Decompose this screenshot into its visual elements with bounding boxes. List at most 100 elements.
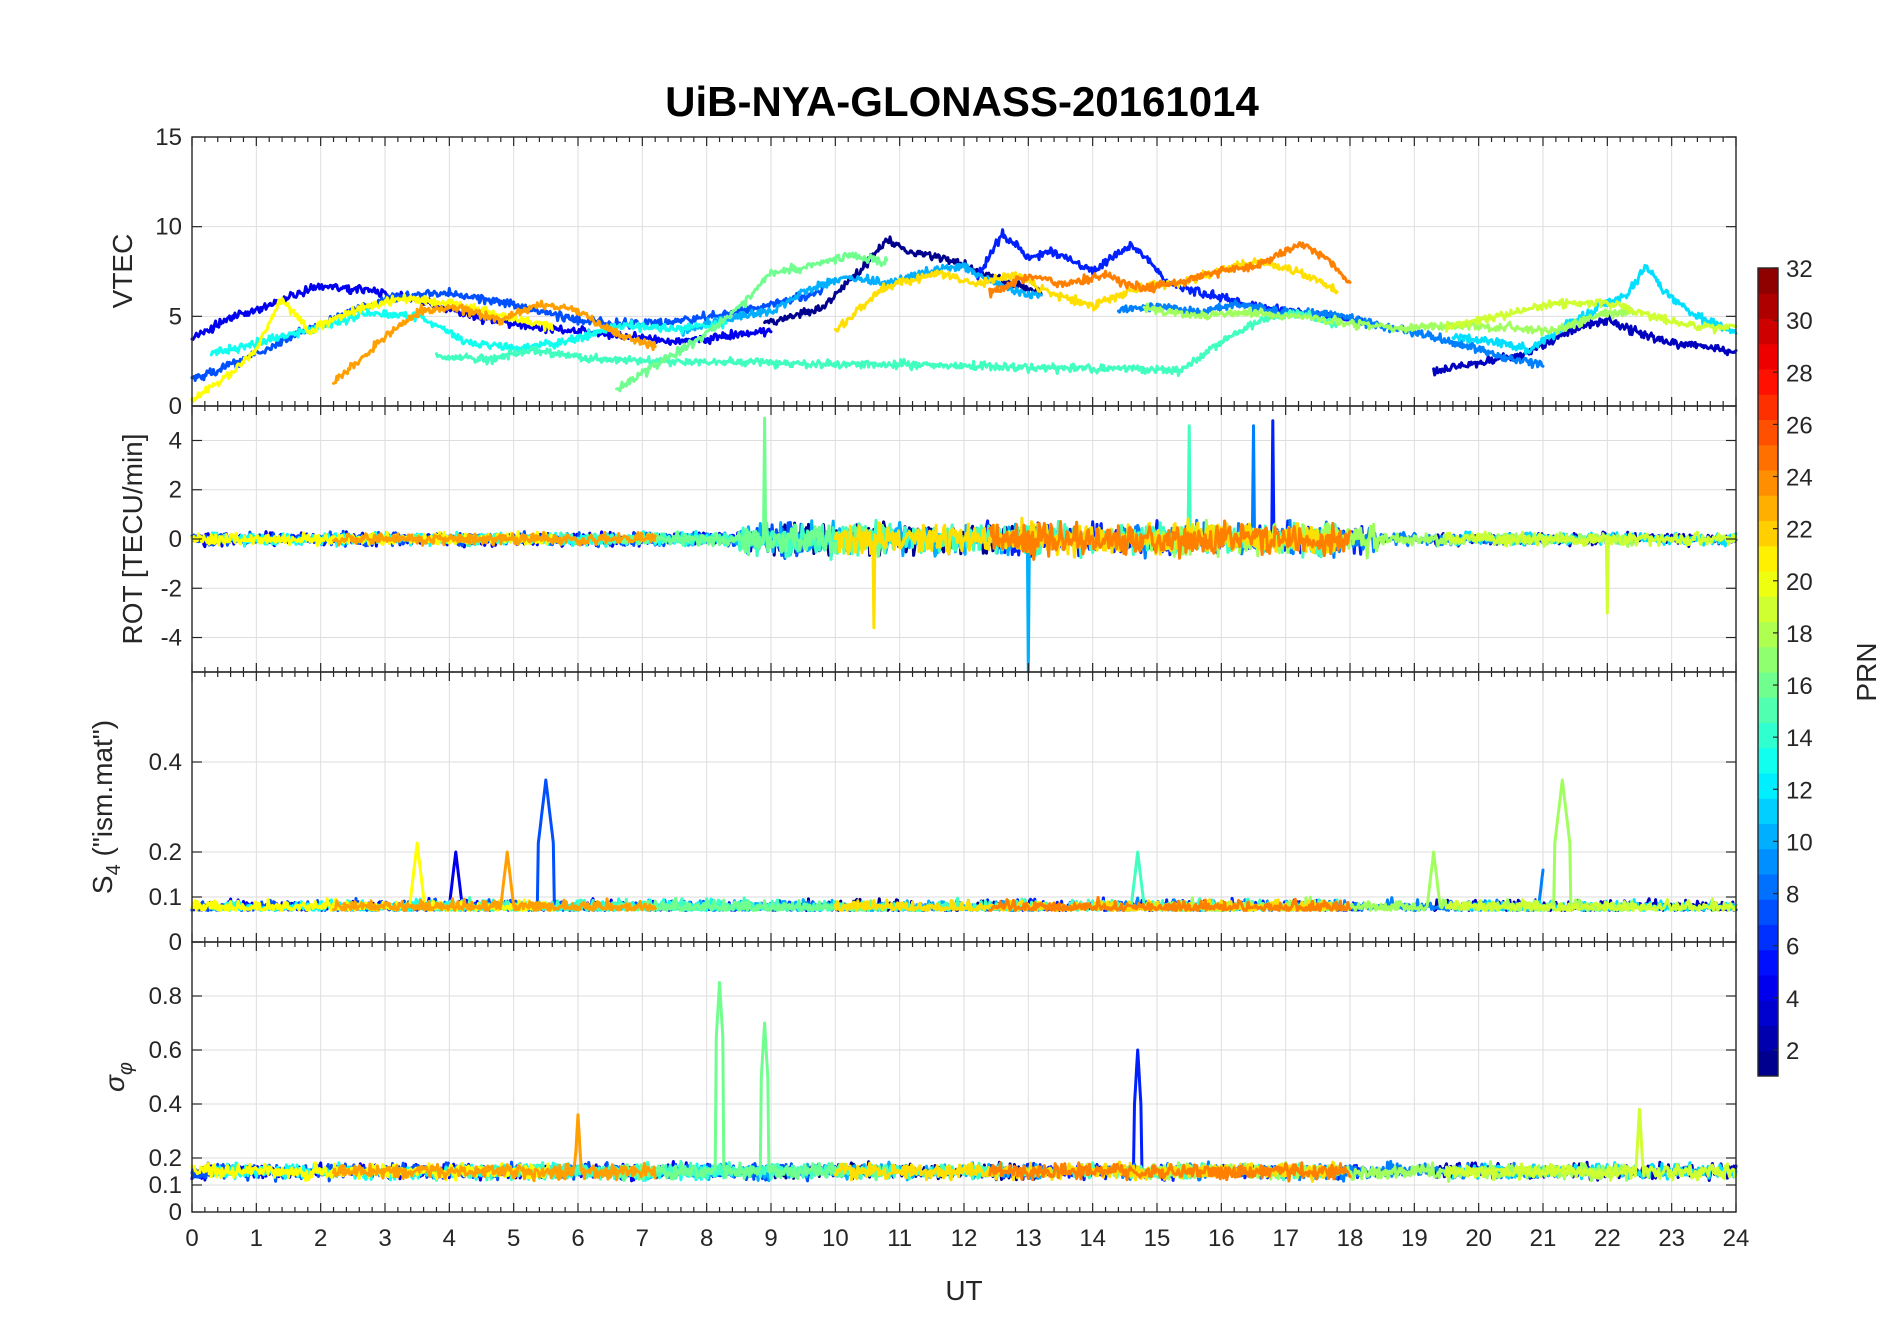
s4-series-prn-23 [332, 850, 657, 912]
x-tick-label: 17 [1272, 1225, 1299, 1252]
x-tick-label: 2 [314, 1225, 327, 1252]
colorbar-segment [1758, 571, 1778, 597]
sigma-label-main: σ [99, 1074, 130, 1092]
colorbar-segment [1758, 1000, 1778, 1026]
x-tick-label: 18 [1337, 1225, 1364, 1252]
x-tick-label: 0 [185, 1225, 198, 1252]
vtec-series-prn-12 [1451, 263, 1738, 355]
colorbar-tick-label: 10 [1786, 829, 1813, 856]
rot-y-tick-label: 4 [169, 427, 182, 454]
colorbar-tick-label: 14 [1786, 725, 1813, 752]
colorbar-segment [1758, 596, 1778, 622]
vtec-series-prn-24 [988, 241, 1352, 299]
sigma-y-tick-label: 0.6 [149, 1037, 182, 1064]
colorbar-tick-label: 20 [1786, 569, 1813, 596]
x-tick-label: 5 [507, 1225, 520, 1252]
sigma-series-prn-23 [332, 1113, 657, 1183]
vtec-series-prn-15 [435, 308, 1339, 377]
s4-y-tick-label: 0.4 [149, 749, 182, 776]
s4-label-main: S [87, 875, 118, 894]
colorbar-segment [1758, 343, 1778, 370]
colorbar-tick-label: 8 [1786, 882, 1799, 909]
colorbar-tick-label: 22 [1786, 517, 1813, 544]
x-tick-labels: 0 1 2 3 4 5 6 7 8 9 10 11 12 13 14 15 16 17 18 19 20 21 22 23 24 [185, 1225, 1749, 1252]
x-tick-label: 6 [571, 1225, 584, 1252]
sigma-y-tick-label: 0.1 [149, 1172, 182, 1199]
colorbar-segment [1758, 924, 1778, 951]
colorbar-frame [1757, 267, 1779, 1077]
rot-ticks [191, 406, 1737, 672]
sigma-y-tick-label: 0 [169, 1199, 182, 1226]
s4-series-group [190, 778, 1738, 912]
rot-series-prn-19 [1445, 530, 1738, 615]
rot-y-tick-label: 2 [169, 477, 182, 504]
sigma-y-tick-labels: 00.10.2 0.4 0.6 0.8 [149, 983, 182, 1226]
rot-y-tick-label: 0 [169, 526, 182, 553]
vtec-series-prn-2 [1432, 313, 1738, 377]
sigma-series-prn-19 [1445, 1107, 1738, 1182]
colorbar-tick-label: 28 [1786, 360, 1813, 387]
figure-title: UiB-NYA-GLONASS-20161014 [665, 78, 1259, 125]
vtec-series-prn-10 [679, 262, 1043, 337]
vtec-series-prn-17 [615, 251, 889, 393]
x-tick-label: 23 [1658, 1225, 1685, 1252]
colorbar-segment [1758, 773, 1778, 799]
sigma-series-group [190, 981, 1738, 1183]
colorbar-segment [1758, 848, 1778, 875]
vtec-ticks [191, 136, 1737, 407]
sigma-y-tick-label: 0.4 [149, 1091, 182, 1118]
x-tick-label: 15 [1144, 1225, 1171, 1252]
s4-y-axis-label: S4 ("ism.mat") [87, 720, 125, 894]
panel-sigma: 00.10.20.40.60.8 σφ 0 1 2 3 4 5 6 7 8 9 10 11 12 13 14… [99, 941, 1749, 1306]
sigma-series-prn-17 [615, 981, 889, 1182]
x-tick-label: 14 [1079, 1225, 1106, 1252]
rot-series-prn-24 [988, 519, 1352, 561]
colorbar-segment [1758, 899, 1778, 925]
x-tick-label: 10 [822, 1225, 849, 1252]
x-tick-label: 11 [887, 1225, 912, 1252]
x-tick-label: 4 [443, 1225, 456, 1252]
x-tick-label: 1 [250, 1225, 263, 1252]
s4-y-tick-labels: 0 0.1 0.2 0.4 [149, 749, 182, 956]
colorbar-segment [1758, 722, 1778, 749]
colorbar-tick-label: 24 [1786, 465, 1813, 492]
colorbar-segment [1758, 798, 1778, 824]
panel-vtec: 0 5 10 15 VTEC [107, 124, 1738, 420]
sigma-y-axis-label: σφ [99, 1062, 137, 1092]
x-tick-label: 20 [1465, 1225, 1492, 1252]
x-tick-label: 24 [1723, 1225, 1750, 1252]
colorbar-segment [1758, 520, 1778, 547]
rot-series-prn-23 [332, 530, 657, 547]
colorbar-segment [1758, 369, 1778, 395]
colorbar-tick-label: 32 [1786, 256, 1813, 283]
colorbar-tick-label: 12 [1786, 777, 1813, 804]
vtec-series-prn-14 [209, 306, 728, 357]
colorbar-segment [1758, 672, 1778, 698]
colorbar-tick-label: 26 [1786, 412, 1813, 439]
colorbar-segment [1758, 293, 1778, 319]
x-tick-label: 16 [1208, 1225, 1235, 1252]
rot-y-tick-label: -2 [161, 575, 182, 602]
colorbar-segment [1758, 419, 1778, 446]
s4-series-prn-24 [988, 895, 1352, 912]
s4-series-prn-17 [615, 896, 889, 912]
colorbar-segment [1758, 394, 1778, 420]
colorbar-label: PRN [1851, 642, 1882, 701]
rot-series-group [190, 416, 1738, 674]
colorbar-segment [1758, 697, 1778, 723]
vtec-series-prn-19 [1445, 297, 1738, 335]
colorbar-segment [1758, 949, 1778, 976]
colorbar-tick-label: 6 [1786, 934, 1799, 961]
vtec-y-tick-labels: 0 5 10 15 [155, 124, 182, 420]
colorbar-segment [1758, 444, 1778, 471]
colorbar-tick-label: 18 [1786, 621, 1813, 648]
s4-label-rest: ("ism.mat") [87, 720, 118, 864]
vtec-y-tick-label: 0 [169, 393, 182, 420]
colorbar-segment [1758, 874, 1778, 900]
sigma-y-tick-label: 0.2 [149, 1145, 182, 1172]
x-tick-label: 13 [1015, 1225, 1042, 1252]
s4-y-tick-label: 0.1 [149, 884, 182, 911]
